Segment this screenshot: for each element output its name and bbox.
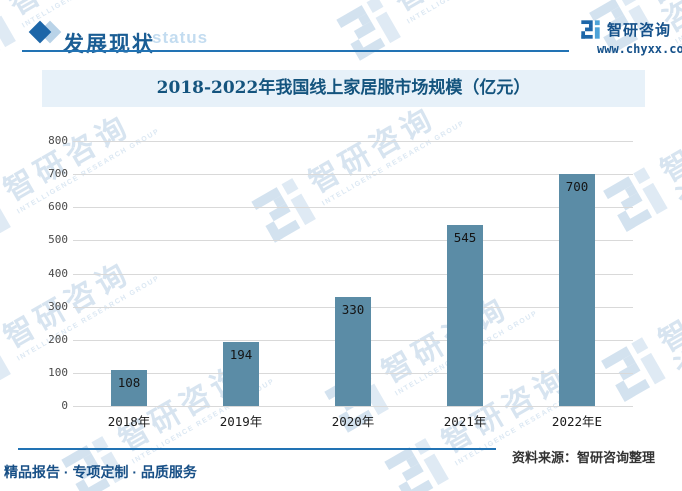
bar-2019年: 194	[223, 342, 259, 406]
footer-slogan: 精品报告 · 专项定制 · 品质服务	[4, 464, 197, 480]
data-source-note: 资料来源：智研咨询整理	[512, 450, 656, 465]
gridline	[73, 274, 633, 275]
footer-divider	[18, 448, 496, 450]
x-tick-label: 2018年	[107, 414, 151, 429]
watermark-text: 智研咨询	[4, 0, 161, 22]
bar-value-label: 194	[229, 347, 253, 362]
x-tick-label: 2022年E	[551, 414, 603, 429]
gridline	[73, 240, 633, 241]
website-url: www.chyxx.com	[597, 42, 682, 56]
y-tick-label: 300	[48, 300, 68, 313]
bar-2018年: 108	[111, 370, 147, 406]
brand-lockup: 智研咨询	[580, 19, 671, 40]
brand-watermark: 智研咨询 INTELLIGENCE RESEARCH GROUP	[332, 0, 556, 65]
watermark-text: 智研咨询	[389, 0, 546, 18]
y-tick-label: 0	[61, 399, 68, 412]
gridline	[73, 141, 633, 142]
bar-value-label: 700	[565, 179, 589, 194]
bar-chart-plot-area: 108 194 330 545 700	[73, 141, 633, 407]
x-tick-label: 2021年	[443, 414, 487, 429]
page-title: 发展现状	[63, 33, 155, 57]
gridline	[73, 207, 633, 208]
brand-logo-icon	[0, 15, 16, 65]
y-axis: 0 100 200 300 400 500 600 700 800	[24, 134, 68, 413]
y-tick-label: 200	[48, 333, 68, 346]
y-tick-label: 600	[48, 200, 68, 213]
diamond-bullet-icon	[28, 20, 66, 46]
x-axis: 2018年 2019年 2020年 2021年 2022年E	[73, 411, 633, 429]
brand-logo-icon	[0, 201, 11, 234]
header-ghost-text: status	[152, 28, 209, 47]
brand-logo-icon	[336, 0, 401, 61]
bar-value-label: 330	[341, 302, 365, 317]
y-tick-label: 700	[48, 167, 68, 180]
gridline	[73, 406, 633, 407]
watermark-text: 智研咨询	[653, 295, 682, 387]
y-tick-label: 100	[48, 366, 68, 379]
bar-2022年E: 700	[559, 174, 595, 406]
y-tick-label: 500	[48, 233, 68, 246]
brand-name: 智研咨询	[607, 22, 672, 39]
bar-value-label: 545	[453, 230, 477, 245]
bar-value-label: 108	[117, 375, 141, 390]
y-tick-label: 400	[48, 267, 68, 280]
bar-2021年: 545	[447, 225, 483, 406]
brand-logo-icon	[384, 438, 449, 491]
watermark-subtext: INTELLIGENCE RESEARCH GROUP	[406, 0, 551, 25]
chart-title-banner: 2018-2022年我国线上家居服市场规模（亿元）	[42, 70, 645, 107]
chart-title: 2018-2022年我国线上家居服市场规模（亿元）	[156, 78, 531, 98]
brand-logo-icon	[581, 20, 600, 39]
y-tick-label: 800	[48, 134, 68, 147]
brand-logo-icon	[0, 348, 11, 381]
header-divider	[22, 50, 569, 52]
watermark-text: 智研咨询	[655, 125, 682, 217]
x-tick-label: 2019年	[219, 414, 263, 429]
gridline	[73, 174, 633, 175]
x-tick-label: 2020年	[331, 414, 375, 429]
bar-2020年: 330	[335, 297, 371, 406]
